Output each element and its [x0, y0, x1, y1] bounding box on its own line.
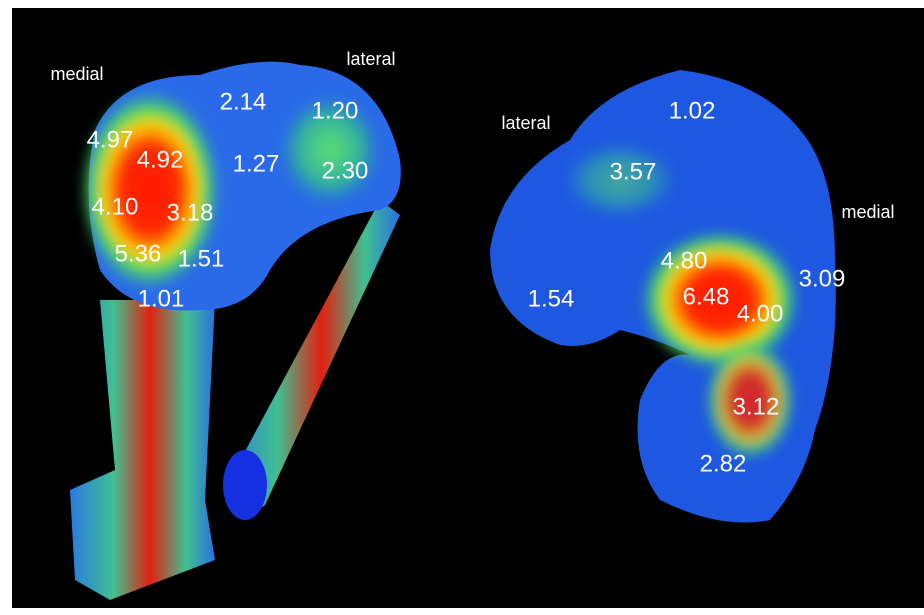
- value-label: 2.14: [220, 88, 267, 115]
- side-label: medial: [841, 202, 894, 222]
- side-label: medial: [50, 64, 103, 84]
- value-label: 1.27: [233, 150, 280, 177]
- value-label: 2.30: [322, 157, 369, 184]
- side-label: lateral: [501, 113, 550, 133]
- value-label: 3.57: [610, 158, 657, 185]
- value-label: 2.82: [700, 450, 747, 477]
- value-label: 4.92: [137, 146, 184, 173]
- value-label: 3.18: [167, 199, 214, 226]
- value-label: 1.20: [312, 97, 359, 124]
- value-label: 4.00: [737, 300, 784, 327]
- value-label: 6.48: [683, 283, 730, 310]
- ulna-end: [223, 450, 267, 520]
- page: medial lateral 2.14 1.20 4.97 4.92 1.27 …: [0, 0, 924, 615]
- value-label: 4.10: [92, 193, 139, 220]
- value-label: 1.01: [138, 285, 185, 312]
- value-label: 4.97: [87, 126, 134, 153]
- value-label: 4.80: [661, 247, 708, 274]
- value-label: 3.12: [733, 393, 780, 420]
- value-label: 3.09: [799, 265, 846, 292]
- side-label: lateral: [346, 49, 395, 69]
- image: medial lateral 2.14 1.20 4.97 4.92 1.27 …: [0, 0, 924, 615]
- value-label: 1.54: [528, 285, 575, 312]
- value-label: 5.36: [115, 240, 162, 267]
- value-label: 1.51: [178, 245, 225, 272]
- value-label: 1.02: [669, 97, 716, 124]
